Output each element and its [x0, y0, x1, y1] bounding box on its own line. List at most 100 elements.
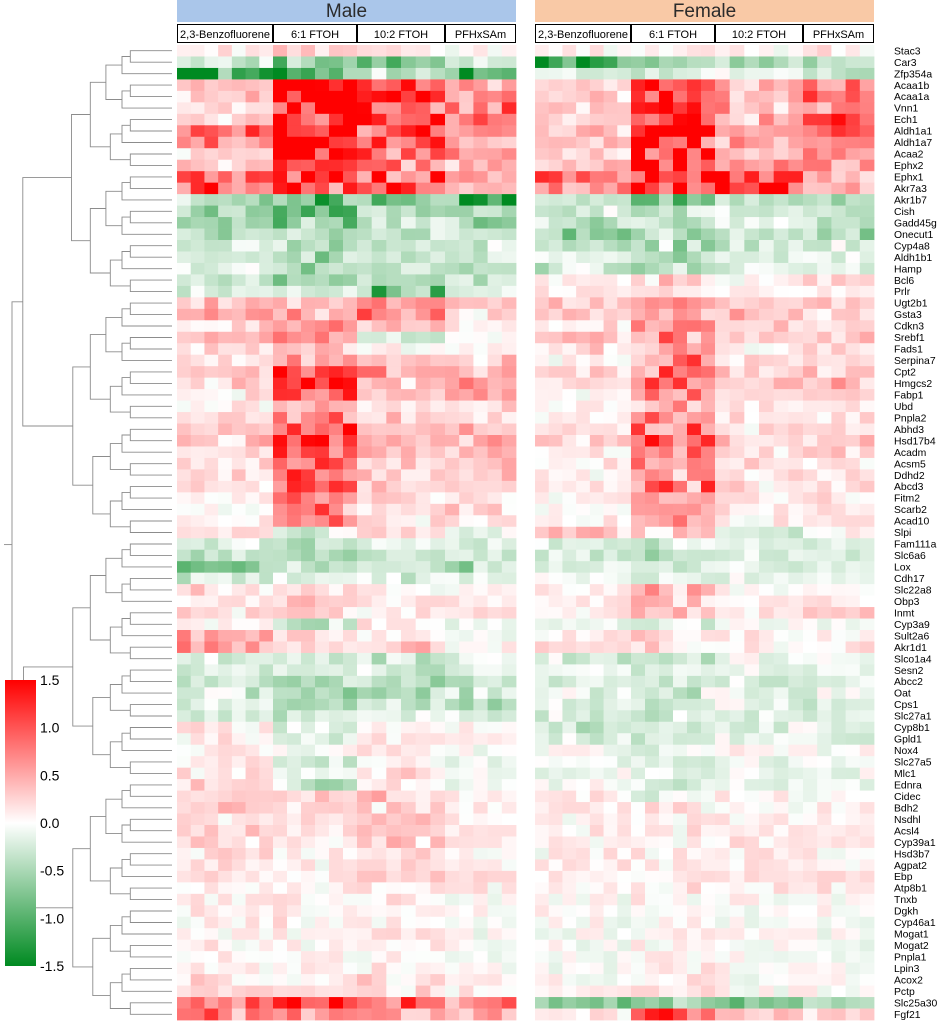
heatmap-cell	[845, 480, 861, 493]
legend-tick-label: -1.0	[40, 910, 64, 926]
heatmap-cell	[535, 951, 550, 964]
heatmap-cell	[548, 825, 563, 837]
heatmap-cell	[535, 561, 550, 574]
heatmap-cell	[744, 756, 760, 769]
heatmap-cell	[329, 951, 344, 964]
heatmap-cell	[329, 664, 344, 677]
heatmap-cell	[177, 205, 192, 218]
heatmap-cell	[473, 607, 488, 619]
heatmap-cell	[589, 113, 604, 126]
dendrogram-branch	[109, 924, 131, 952]
heatmap-cell	[759, 928, 775, 941]
heatmap-cell	[430, 240, 446, 252]
heatmap-cell	[329, 584, 344, 596]
heatmap-cell	[386, 641, 402, 654]
heatmap-cell	[576, 503, 591, 516]
heatmap-cell	[859, 767, 875, 780]
heatmap-cell	[487, 457, 503, 470]
group-header-box	[273, 24, 357, 43]
heatmap-cell	[273, 228, 288, 241]
heatmap-cell	[817, 698, 832, 711]
heatmap-cell	[415, 331, 431, 344]
heatmap-cell	[773, 974, 789, 986]
heatmap-cell	[218, 698, 233, 711]
heatmap-cell	[715, 331, 731, 344]
heatmap-cell	[535, 847, 550, 860]
heatmap-cell	[315, 435, 330, 447]
heatmap-cell	[759, 492, 775, 505]
heatmap-cell	[817, 412, 832, 424]
dendrogram-branch	[129, 245, 172, 258]
heatmap-cell	[831, 354, 846, 367]
heatmap-cell	[487, 641, 503, 654]
heatmap-cell	[343, 710, 358, 723]
heatmap-cell	[617, 974, 632, 986]
heatmap-cell	[788, 584, 804, 596]
heatmap-cell	[617, 928, 632, 941]
heatmap-cell	[859, 985, 875, 998]
heatmap-cell	[501, 572, 517, 585]
heatmap-cell	[535, 228, 550, 241]
heatmap-cell	[831, 262, 846, 275]
dendrogram-branch	[121, 90, 172, 109]
heatmap-cell	[415, 962, 431, 975]
heatmap-cell	[459, 354, 474, 367]
heatmap-cell	[645, 974, 660, 986]
heatmap-cell	[631, 469, 646, 482]
heatmap-cell	[287, 389, 302, 401]
heatmap-cell	[204, 698, 219, 711]
heatmap-cell	[190, 985, 205, 998]
heatmap-cell	[401, 733, 417, 746]
heatmap-cell	[204, 607, 219, 619]
heatmap-cell	[562, 756, 577, 769]
heatmap-cell	[673, 354, 688, 367]
heatmap-cell	[859, 343, 875, 356]
heatmap-cell	[817, 217, 832, 229]
heatmap-cell	[535, 480, 550, 493]
heatmap-cell	[459, 572, 474, 585]
gene-label-lox: Lox	[894, 563, 912, 574]
heatmap-cell	[231, 905, 246, 918]
heatmap-cell	[473, 240, 488, 252]
heatmap-cell	[459, 297, 474, 310]
heatmap-cell	[645, 641, 660, 654]
heatmap-cell	[729, 435, 745, 447]
heatmap-cell	[343, 503, 358, 516]
heatmap-cell	[301, 228, 316, 241]
gene-label-ddhd2: Ddhd2	[894, 471, 925, 482]
heatmap-cell	[631, 515, 646, 528]
heatmap-cell	[562, 825, 577, 837]
heatmap-cell	[548, 320, 563, 333]
heatmap-cell	[287, 1008, 302, 1021]
heatmap-cell	[817, 905, 832, 918]
heatmap-cell	[231, 526, 246, 539]
heatmap-cell	[231, 331, 246, 344]
heatmap-cell	[701, 790, 716, 803]
heatmap-cell	[535, 962, 550, 975]
heatmap-cell	[831, 962, 846, 975]
heatmap-cell	[831, 802, 846, 814]
heatmap-cell	[631, 675, 646, 688]
heatmap-cell	[617, 905, 632, 918]
heatmap-cell	[315, 893, 330, 906]
heatmap-cell	[715, 893, 731, 906]
heatmap-cell	[788, 630, 804, 642]
heatmap-cell	[589, 194, 604, 206]
gene-label-atp8b1: Atp8b1	[894, 884, 927, 895]
heatmap-cell	[729, 503, 745, 516]
heatmap-cell	[631, 618, 646, 631]
heatmap-cell	[729, 997, 745, 1009]
heatmap-cell	[459, 113, 474, 126]
heatmap-cell	[487, 802, 503, 814]
heatmap-cell	[329, 802, 344, 814]
heatmap-cell	[803, 457, 818, 470]
heatmap-cell	[715, 515, 731, 528]
heatmap-cell	[773, 205, 789, 218]
heatmap-cell	[645, 870, 660, 883]
heatmap-cell	[287, 893, 302, 906]
heatmap-cell	[744, 802, 760, 814]
heatmap-cell	[329, 572, 344, 585]
heatmap-cell	[231, 492, 246, 505]
heatmap-cell	[803, 538, 818, 551]
